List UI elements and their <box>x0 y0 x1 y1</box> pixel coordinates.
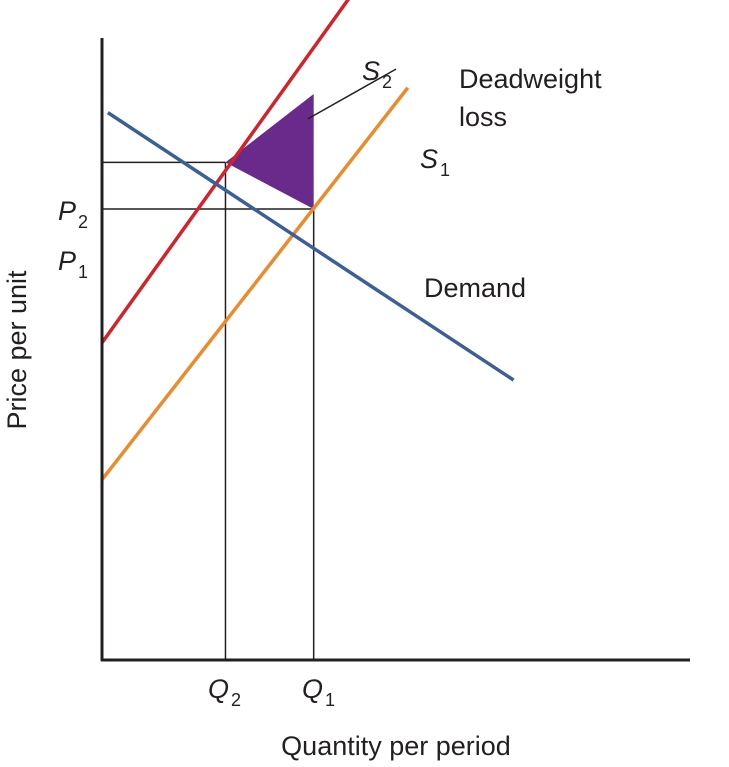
q1-subscript: 1 <box>325 690 335 710</box>
p1-subscript: 1 <box>78 262 88 282</box>
s2-supply-line <box>100 0 350 344</box>
p1-letter: P <box>58 246 76 276</box>
guide-lines <box>102 161 315 660</box>
plot-area <box>100 0 515 660</box>
deadweight-loss-pointer <box>307 68 397 120</box>
s1-label-letter: S <box>420 144 438 174</box>
deadweight-loss-area <box>225 93 314 210</box>
s2-label-letter: S <box>362 56 380 86</box>
p2-subscript: 2 <box>78 212 88 232</box>
demand-label: Demand <box>424 273 526 303</box>
x-axis-label: Quantity per period <box>281 731 511 761</box>
p2-letter: P <box>58 196 76 226</box>
y-axis-label: Price per unit <box>2 270 32 430</box>
s2-label-subscript: 2 <box>382 72 392 92</box>
s1-label-subscript: 1 <box>440 160 450 180</box>
s1-supply-line <box>100 86 410 481</box>
q2-subscript: 2 <box>231 690 241 710</box>
deadweight-loss-label-line-1: Deadweight <box>459 64 602 94</box>
deadweight-loss-label-line-2: loss <box>459 102 507 132</box>
demand-line <box>106 111 515 382</box>
q1-letter: Q <box>302 674 323 704</box>
q2-letter: Q <box>208 674 229 704</box>
